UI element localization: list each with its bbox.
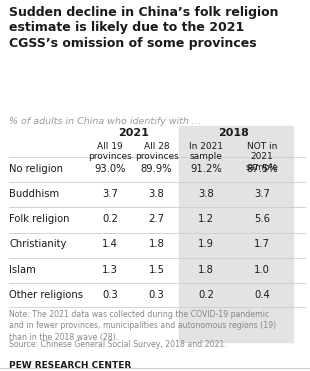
Text: 1.7: 1.7: [254, 240, 270, 249]
Text: 3.7: 3.7: [254, 189, 270, 199]
Text: Source: Chinese General Social Survey, 2018 and 2021.: Source: Chinese General Social Survey, 2…: [9, 340, 227, 349]
Text: 1.3: 1.3: [102, 265, 118, 275]
Text: 3.8: 3.8: [198, 189, 214, 199]
Text: In 2021
sample: In 2021 sample: [189, 142, 223, 161]
Text: All 28
provinces: All 28 provinces: [135, 142, 179, 161]
Text: 1.4: 1.4: [102, 240, 118, 249]
Text: 1.5: 1.5: [148, 265, 165, 275]
Text: Other religions: Other religions: [9, 290, 83, 300]
Text: 3.8: 3.8: [149, 189, 164, 199]
Text: Folk religion: Folk religion: [9, 214, 70, 224]
Text: % of adults in China who identify with …: % of adults in China who identify with …: [9, 117, 202, 126]
Text: No religion: No religion: [9, 164, 63, 174]
Text: Note: The 2021 data was collected during the COVID-19 pandemic
and in fewer prov: Note: The 2021 data was collected during…: [9, 310, 277, 342]
Text: 89.9%: 89.9%: [141, 164, 172, 174]
Text: Islam: Islam: [9, 265, 36, 275]
Text: 2021: 2021: [118, 128, 149, 138]
Text: 2018: 2018: [219, 128, 250, 138]
Text: NOT in
2021
sample: NOT in 2021 sample: [246, 142, 278, 172]
Text: 5.6: 5.6: [254, 214, 270, 224]
Text: PEW RESEARCH CENTER: PEW RESEARCH CENTER: [9, 361, 131, 370]
Text: 0.3: 0.3: [149, 290, 164, 300]
Text: 1.0: 1.0: [254, 265, 270, 275]
Text: All 19
provinces: All 19 provinces: [88, 142, 132, 161]
Text: 3.7: 3.7: [102, 189, 118, 199]
Text: 91.2%: 91.2%: [190, 164, 222, 174]
Text: 2.7: 2.7: [148, 214, 165, 224]
Text: Buddhism: Buddhism: [9, 189, 60, 199]
Text: 1.8: 1.8: [198, 265, 214, 275]
Text: 1.9: 1.9: [198, 240, 214, 249]
Text: 0.3: 0.3: [102, 290, 118, 300]
Text: 0.2: 0.2: [102, 214, 118, 224]
Text: Christianity: Christianity: [9, 240, 67, 249]
Text: 87.5%: 87.5%: [246, 164, 278, 174]
Text: 93.0%: 93.0%: [94, 164, 126, 174]
Text: Sudden decline in China’s folk religion
estimate is likely due to the 2021
CGSS’: Sudden decline in China’s folk religion …: [9, 6, 279, 50]
Text: 0.4: 0.4: [254, 290, 270, 300]
Text: 1.2: 1.2: [198, 214, 214, 224]
Text: 1.8: 1.8: [148, 240, 165, 249]
Text: 0.2: 0.2: [198, 290, 214, 300]
